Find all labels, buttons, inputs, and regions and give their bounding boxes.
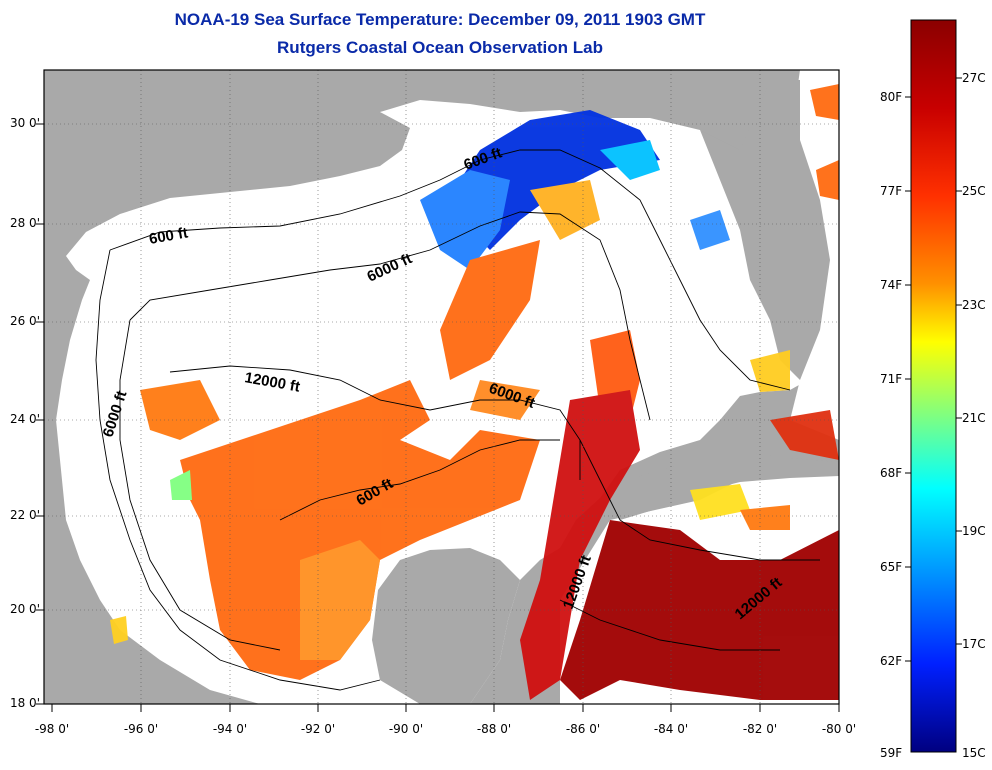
- map-title: NOAA-19 Sea Surface Temperature: Decembe…: [174, 10, 706, 29]
- colorbar-f-label: 68F: [880, 466, 903, 480]
- contour-label: 600 ft: [148, 224, 190, 248]
- colorbar-c-label: 27C: [962, 71, 986, 85]
- colorbar-f-label: 74F: [880, 278, 903, 292]
- colorbar: [910, 19, 957, 753]
- lat-label: 28 0': [9, 216, 40, 230]
- lon-label: -98 0': [34, 722, 70, 736]
- colorbar-ticks: [905, 77, 962, 662]
- colorbar-c-label: 15C: [962, 746, 986, 760]
- axis-ticks: [36, 123, 840, 712]
- lat-label: 30 0': [9, 116, 40, 130]
- lon-label: -86 0': [565, 722, 601, 736]
- lon-label: -88 0': [476, 722, 512, 736]
- contour-caribbean: [579, 439, 820, 561]
- contour-600ft-west: [95, 249, 381, 691]
- colorbar-c-label: 21C: [962, 411, 986, 425]
- colorbar-f-label: 65F: [880, 560, 903, 574]
- lon-label: -80 0': [821, 722, 857, 736]
- map-subtitle: Rutgers Coastal Ocean Observation Lab: [277, 38, 603, 57]
- lat-label: 18 0': [9, 696, 40, 710]
- colorbar-c-label: 19C: [962, 524, 986, 538]
- lon-label: -84 0': [653, 722, 689, 736]
- colorbar-f-label: 77F: [880, 184, 903, 198]
- colorbar-c-label: 23C: [962, 298, 986, 312]
- lat-label: 22 0': [9, 508, 40, 522]
- cuba-land: [600, 452, 839, 520]
- colorbar-c-label: 17C: [962, 637, 986, 651]
- contour-600ft-north: [109, 149, 791, 391]
- colorbar-f-label: 80F: [880, 90, 903, 104]
- lon-label: -92 0': [300, 722, 336, 736]
- contour-12000ft: [169, 365, 581, 480]
- lon-label: -96 0': [123, 722, 159, 736]
- contour-caribbean-deep: [559, 599, 780, 651]
- contour-6000ft-west: [119, 319, 281, 651]
- colorbar-c-label: 25C: [962, 184, 986, 198]
- colorbar-f-label: 59F: [880, 746, 903, 760]
- lon-label: -82 0': [742, 722, 778, 736]
- lat-label: 26 0': [9, 314, 40, 328]
- colorbar-f-label: 62F: [880, 654, 903, 668]
- lat-label: 20 0': [9, 602, 40, 616]
- map-frame: [43, 69, 840, 705]
- colorbar-f-label: 71F: [880, 372, 903, 386]
- yucatan-land: [372, 548, 520, 704]
- depth-contours: [95, 149, 820, 691]
- lon-label: -94 0': [212, 722, 248, 736]
- contour-600ft-campeche: [279, 439, 560, 521]
- florida-land: [700, 80, 830, 380]
- lat-label: 24 0': [9, 412, 40, 426]
- map-area: [44, 70, 839, 704]
- lon-label: -90 0': [388, 722, 424, 736]
- sst-data: [110, 84, 839, 700]
- map-grid: [44, 70, 839, 704]
